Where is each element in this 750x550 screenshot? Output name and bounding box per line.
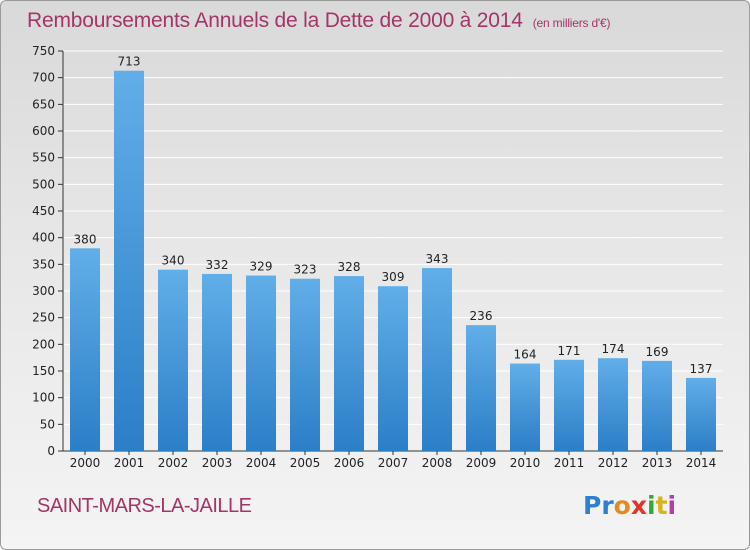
bar [510,363,540,451]
y-tick-label: 300 [32,284,55,298]
x-tick-label: 2004 [246,456,277,470]
bar-value-label: 174 [602,342,625,356]
x-tick-label: 2009 [466,456,497,470]
y-tick-label: 150 [32,364,55,378]
chart-unit-note: (en milliers d'€) [532,16,611,30]
bar-value-label: 137 [690,362,713,376]
bar-value-label: 236 [470,309,493,323]
y-tick-label: 500 [32,177,55,191]
x-tick-label: 2011 [554,456,585,470]
proxiti-logo: Proxiti [583,491,676,520]
y-tick-label: 700 [32,71,55,85]
y-tick-label: 650 [32,97,55,111]
y-tick-label: 50 [40,417,55,431]
bar [378,286,408,451]
y-tick-label: 400 [32,231,55,245]
bar [290,278,320,451]
bar [642,360,672,451]
x-tick-label: 2008 [422,456,453,470]
logo-part-1: Pr [583,491,614,520]
chart-title: Remboursements Annuels de la Dette de 20… [27,9,610,33]
x-tick-label: 2014 [686,456,717,470]
bar [598,358,628,451]
y-tick-label: 600 [32,124,55,138]
x-tick-label: 2012 [598,456,629,470]
logo-part-4: i [646,491,656,520]
x-tick-label: 2013 [642,456,673,470]
x-tick-label: 2010 [510,456,541,470]
x-tick-label: 2003 [202,456,233,470]
logo-part-2: o [613,491,631,520]
bar-value-label: 329 [250,260,273,274]
x-tick-label: 2005 [290,456,321,470]
logo-part-6: i [667,491,677,520]
x-tick-label: 2002 [158,456,189,470]
logo-part-5: t [655,491,668,520]
y-tick-label: 550 [32,151,55,165]
y-tick-label: 0 [47,444,55,458]
x-tick-label: 2007 [378,456,409,470]
y-tick-label: 450 [32,204,55,218]
x-tick-label: 2000 [70,456,101,470]
y-tick-label: 100 [32,391,55,405]
bar [422,268,452,451]
bar-value-label: 328 [338,260,361,274]
bar [466,325,496,451]
y-tick-label: 350 [32,257,55,271]
bar [246,275,276,451]
bar [686,377,716,451]
bar-value-label: 332 [206,258,229,272]
y-tick-label: 750 [32,44,55,58]
bar-value-label: 171 [558,344,581,358]
bar-value-label: 323 [294,263,317,277]
chart-title-text: Remboursements Annuels de la Dette de 20… [27,9,523,32]
bar-value-label: 169 [646,345,669,359]
bar-value-label: 380 [74,232,97,246]
bar [70,248,100,451]
bar-value-label: 309 [382,270,405,284]
bar [158,269,188,451]
y-tick-label: 200 [32,337,55,351]
bar-value-label: 343 [426,252,449,266]
bar-value-label: 164 [514,348,537,362]
logo-part-3: x [630,491,647,520]
bar [554,359,584,451]
x-tick-label: 2006 [334,456,365,470]
bar [202,273,232,451]
x-tick-label: 2001 [114,456,145,470]
bar [114,70,144,451]
bar-value-label: 713 [118,55,141,69]
bar-value-label: 340 [162,254,185,268]
city-name: SAINT-MARS-LA-JAILLE [37,495,252,517]
y-tick-label: 250 [32,311,55,325]
bar [334,276,364,451]
